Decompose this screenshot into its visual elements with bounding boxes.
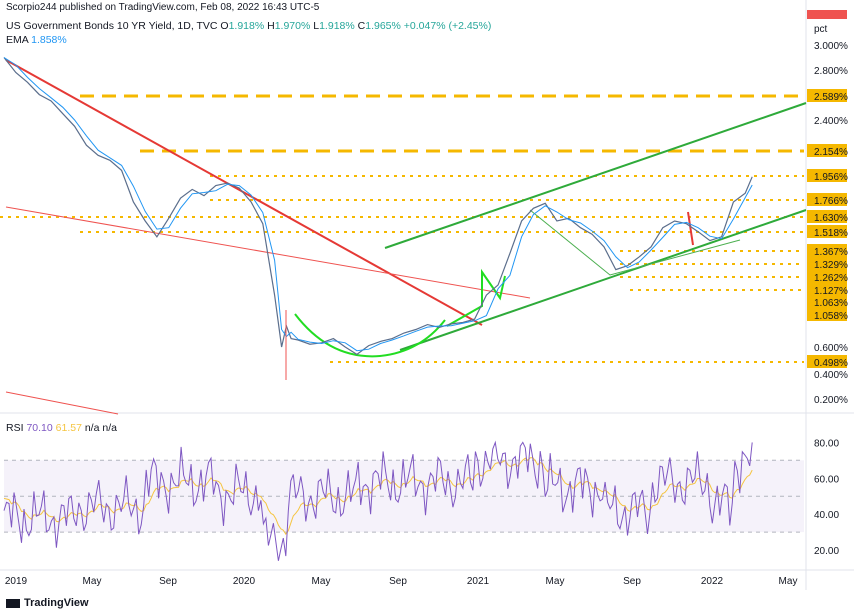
rsi-tick-label-1: 60.00 bbox=[814, 474, 839, 485]
level-badge-11 bbox=[807, 308, 847, 321]
change-value: +0.047% (+2.45%) bbox=[403, 20, 492, 32]
low-label: L bbox=[313, 20, 320, 32]
level-badge-label-9: 1.127% bbox=[814, 286, 848, 297]
level-badge-label-5: 1.518% bbox=[814, 228, 848, 239]
level-badge-label-0: 2.589% bbox=[814, 92, 848, 103]
level-badge-label-1: 2.154% bbox=[814, 147, 848, 158]
time-tick-label-0: 2019 bbox=[5, 576, 28, 587]
open-label: O bbox=[220, 20, 229, 32]
level-badge-label-8: 1.262% bbox=[814, 273, 848, 284]
price-tick-label-5: 0.200% bbox=[814, 395, 848, 406]
rsi-legend[interactable]: RSI 70.10 61.57 n/a n/a bbox=[6, 422, 117, 434]
level-badge-label-11: 1.058% bbox=[814, 311, 848, 322]
price-tick-label-0: 3.000% bbox=[814, 41, 848, 52]
green-lower-channel bbox=[399, 209, 807, 351]
price-series-line bbox=[3, 57, 753, 356]
level-badge-8 bbox=[807, 270, 847, 283]
open-value: 1.918% bbox=[228, 20, 265, 32]
symbol-name[interactable]: US Government Bonds 10 YR Yield, 1D, TVC bbox=[6, 20, 218, 32]
close-label: C bbox=[357, 20, 366, 32]
red-downtrend-line bbox=[5, 59, 483, 326]
level-badge-9 bbox=[807, 283, 847, 296]
time-tick-label-4: May bbox=[312, 576, 331, 587]
ema-label: EMA bbox=[6, 34, 29, 46]
level-badge-2 bbox=[807, 169, 847, 182]
time-tick-label-3: 2020 bbox=[233, 576, 256, 587]
level-badge-label-10: 1.063% bbox=[814, 298, 848, 309]
level-badge-7 bbox=[807, 257, 847, 270]
time-tick-label-10: May bbox=[779, 576, 798, 587]
level-badge-5 bbox=[807, 225, 847, 238]
level-badge-label-6: 1.367% bbox=[814, 247, 848, 258]
level-badge-0 bbox=[807, 89, 847, 102]
rsi-label: RSI bbox=[6, 422, 24, 434]
level-badge-3 bbox=[807, 193, 847, 206]
level-badge-label-2: 1.956% bbox=[814, 172, 848, 183]
red-arrow-marker bbox=[687, 211, 694, 246]
level-badge-label-3: 1.766% bbox=[814, 196, 848, 207]
green-bowl-curve bbox=[294, 313, 446, 358]
publisher-line: Scorpio244 published on TradingView.com,… bbox=[6, 2, 320, 13]
close-value: 1.965% bbox=[365, 20, 401, 32]
level-badge-6 bbox=[807, 244, 847, 257]
time-tick-label-5: Sep bbox=[389, 576, 407, 587]
price-tick-label-1: 2.800% bbox=[814, 66, 848, 77]
level-badge-1 bbox=[807, 144, 847, 157]
time-tick-label-6: 2021 bbox=[467, 576, 490, 587]
time-tick-label-9: 2022 bbox=[701, 576, 724, 587]
time-tick-label-7: May bbox=[546, 576, 565, 587]
level-badge-10 bbox=[807, 295, 847, 308]
level-badge-label-12: 0.498% bbox=[814, 358, 848, 369]
rsi-ma-value: 61.57 bbox=[55, 422, 82, 434]
ema-series-line bbox=[3, 57, 753, 352]
rsi-tick-label-0: 80.00 bbox=[814, 438, 839, 449]
ema-value: 1.858% bbox=[31, 34, 67, 46]
rsi-line bbox=[3, 440, 753, 561]
low-value: 1.918% bbox=[319, 20, 355, 32]
price-tick-label-3: 0.600% bbox=[814, 343, 848, 354]
ema-legend[interactable]: EMA 1.858% bbox=[6, 34, 67, 46]
rsi-value: 70.10 bbox=[26, 422, 53, 434]
tradingview-brand: TradingView bbox=[24, 597, 89, 609]
time-tick-label-2: Sep bbox=[159, 576, 177, 587]
level-badge-label-7: 1.329% bbox=[814, 260, 848, 271]
rsi-na: n/a n/a bbox=[84, 422, 117, 434]
rsi-tick-label-2: 40.00 bbox=[814, 510, 839, 521]
price-tick-label-2: 2.400% bbox=[814, 116, 848, 127]
green-small-triangle bbox=[529, 209, 741, 276]
time-tick-label-8: Sep bbox=[623, 576, 641, 587]
level-badge-12 bbox=[807, 355, 847, 368]
symbol-header: US Government Bonds 10 YR Yield, 1D, TVC… bbox=[6, 20, 491, 32]
level-badge-4 bbox=[807, 210, 847, 223]
green-upper-channel bbox=[384, 102, 807, 249]
rsi-tick-label-3: 20.00 bbox=[814, 546, 839, 557]
level-badge-label-4: 1.630% bbox=[814, 213, 848, 224]
price-tick-label-4: 0.400% bbox=[814, 370, 848, 381]
last-price-badge bbox=[807, 10, 847, 19]
time-tick-label-1: May bbox=[83, 576, 102, 587]
high-label: H bbox=[267, 20, 275, 32]
high-value: 1.970% bbox=[274, 20, 311, 32]
tradingview-logo-icon bbox=[6, 598, 20, 608]
price-unit-label: pct bbox=[814, 24, 828, 35]
green-breakout-path bbox=[446, 268, 506, 327]
tradingview-logo[interactable]: TradingView bbox=[6, 597, 89, 609]
red-lower-trendline bbox=[5, 391, 119, 415]
